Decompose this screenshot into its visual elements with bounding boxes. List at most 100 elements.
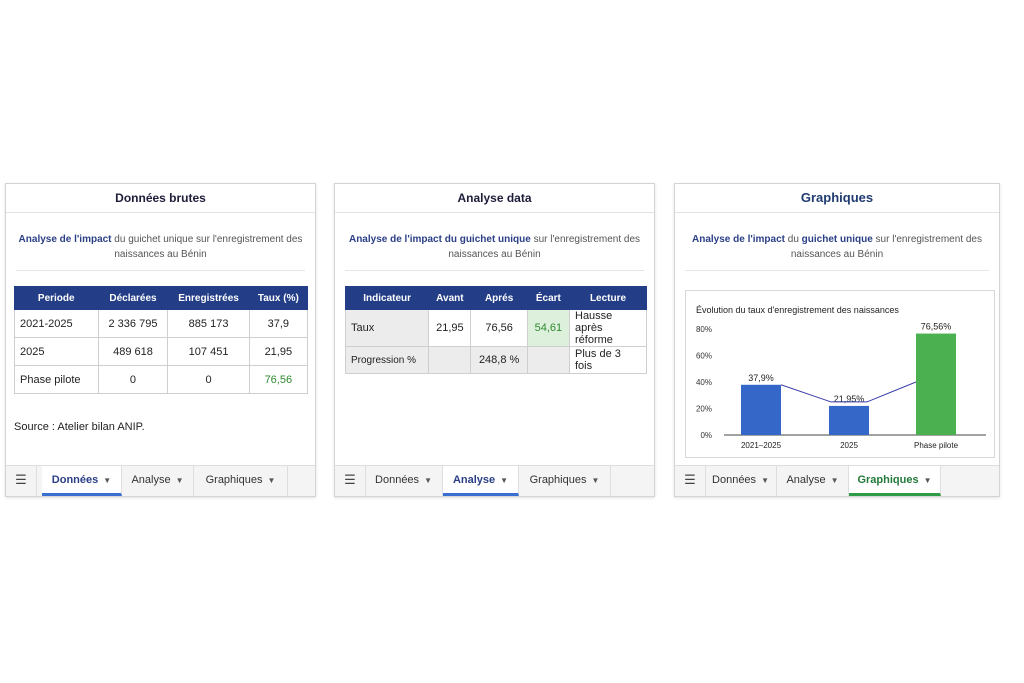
panel-title: Analyse data	[335, 184, 654, 213]
table-cell: 0	[97, 365, 169, 394]
table-cell: Phase pilote	[14, 365, 99, 394]
table-cell: 107 451	[167, 337, 250, 366]
table-cell: 0	[167, 365, 250, 394]
subtitle-text: sur l'enregistrement des naissances au B…	[448, 234, 641, 260]
table-cell: Plus de 3 fois	[569, 346, 647, 374]
table-row: Taux 21,95 76,56 54,61 Hausse après réfo…	[344, 309, 647, 347]
data-label: 21,95%	[834, 394, 865, 404]
tab-label: Analyse	[131, 474, 171, 486]
caret-down-icon: ▼	[830, 476, 839, 485]
caret-down-icon: ▼	[761, 476, 769, 485]
tab-graphiques[interactable]: Graphiques ▼	[849, 466, 941, 496]
tab-analyse[interactable]: Analyse ▼	[443, 466, 519, 496]
col-header: Lecture	[569, 286, 647, 310]
panel-donnees-brutes: Données brutes Analyse de l'impact du gu…	[5, 183, 316, 497]
y-tick-label: 40%	[696, 378, 712, 387]
table-cell: 248,8 %	[470, 346, 528, 374]
table-cell: 885 173	[167, 309, 250, 338]
subtitle-text: sur l'enregistrement des naissances au B…	[790, 234, 982, 260]
hamburger-icon[interactable]: ☰	[6, 466, 37, 496]
table-row: Phase pilote 0 0 76,56	[14, 365, 309, 394]
panel-analyse-data: Analyse data Analyse de l'impact du guic…	[334, 183, 655, 497]
table-cell: 76,56	[470, 309, 528, 347]
tab-label: Graphiques	[529, 474, 587, 486]
col-header: Taux (%)	[248, 286, 309, 310]
col-header: Periode	[14, 286, 99, 310]
data-label: 37,9%	[748, 373, 774, 383]
panel-graphiques: Graphiques Analyse de l'impact du guiche…	[674, 183, 1000, 497]
caret-down-icon: ▼	[500, 476, 509, 485]
panel-title: Graphiques	[675, 184, 999, 213]
panel-subtitle: Analyse de l'impact du guichet unique su…	[683, 232, 991, 262]
table-cell: 2 336 795	[97, 309, 169, 338]
tab-label: Données	[712, 474, 757, 486]
table-cell: 21,95	[428, 309, 472, 347]
y-tick-label: 60%	[696, 352, 712, 361]
tab-donnees[interactable]: Données ▼	[42, 466, 122, 496]
table-cell	[428, 346, 472, 374]
table-cell: 2021-2025	[14, 309, 99, 338]
col-header: Déclarées	[97, 286, 169, 310]
panel-title: Données brutes	[6, 184, 315, 213]
table-cell: Taux	[344, 309, 430, 347]
analysis-table: Indicateur Avant Aprés Écart Lecture Tau…	[344, 286, 647, 374]
col-header: Écart	[526, 286, 571, 310]
subtitle-highlight: Analyse de l'impact	[692, 234, 785, 245]
tab-graphiques[interactable]: Graphiques ▼	[194, 466, 288, 496]
table-cell-highlight: 54,61	[526, 309, 571, 347]
chart-svg: Évolution du taux d'enregistrement des n…	[696, 305, 986, 450]
caret-down-icon: ▼	[103, 476, 112, 485]
panel-subtitle: Analyse de l'impact du guichet unique su…	[343, 232, 646, 262]
table-cell: 37,9	[248, 309, 309, 338]
table-cell-highlight: 76,56	[248, 365, 309, 394]
bar	[741, 384, 781, 435]
caret-down-icon: ▼	[923, 476, 932, 485]
source-note: Source : Atelier bilan ANIP.	[14, 421, 145, 433]
bar-chart: Évolution du taux d'enregistrement des n…	[685, 290, 995, 458]
trend-line	[780, 381, 917, 403]
col-header: Enregistrées	[167, 286, 250, 310]
table-cell: Progression %	[344, 346, 430, 374]
tab-label: Graphiques	[857, 474, 919, 486]
table-row: Progression % 248,8 % Plus de 3 fois	[344, 346, 647, 374]
col-header: Avant	[428, 286, 472, 310]
tab-graphiques[interactable]: Graphiques ▼	[519, 466, 611, 496]
tab-label: Données	[375, 474, 420, 486]
chart-title: Évolution du taux d'enregistrement des n…	[696, 305, 899, 315]
bar	[829, 405, 869, 435]
divider	[16, 270, 305, 271]
subtitle-highlight: guichet unique	[801, 234, 873, 245]
y-tick-label: 0%	[700, 431, 712, 440]
y-tick-label: 20%	[696, 405, 712, 414]
data-label: 76,56%	[921, 322, 952, 332]
tab-analyse[interactable]: Analyse ▼	[122, 466, 194, 496]
subtitle-highlight: Analyse de l'impact du guichet unique	[348, 234, 531, 245]
table-cell: 489 618	[97, 337, 169, 366]
tab-analyse[interactable]: Analyse ▼	[777, 466, 849, 496]
subtitle-text: du guichet unique sur l'enregistrement d…	[111, 234, 303, 260]
tab-donnees[interactable]: Données ▼	[705, 466, 777, 496]
col-header: Indicateur	[344, 286, 430, 310]
hamburger-icon[interactable]: ☰	[675, 466, 706, 496]
table-row: 2021-2025 2 336 795 885 173 37,9	[14, 309, 309, 338]
tab-label: Analyse	[786, 474, 826, 486]
tab-label: Graphiques	[205, 474, 263, 486]
sheet-tab-bar: ☰ Données ▼ Analyse ▼ Graphiques ▼	[6, 465, 315, 496]
tab-donnees[interactable]: Données ▼	[365, 466, 443, 496]
caret-down-icon: ▼	[591, 476, 600, 485]
sheet-tab-bar: ☰ Données ▼ Analyse ▼ Graphiques ▼	[335, 465, 654, 496]
bar	[916, 333, 956, 435]
y-tick-label: 80%	[696, 325, 712, 334]
table-header-row: Indicateur Avant Aprés Écart Lecture	[344, 286, 647, 310]
caret-down-icon: ▼	[424, 476, 432, 485]
hamburger-icon[interactable]: ☰	[335, 466, 366, 496]
panel-subtitle: Analyse de l'impact du guichet unique su…	[14, 232, 307, 262]
sheet-tab-bar: ☰ Données ▼ Analyse ▼ Graphiques ▼	[675, 465, 999, 496]
tab-label: Analyse	[452, 474, 496, 486]
divider	[685, 270, 989, 271]
x-tick-label: Phase pilote	[914, 441, 959, 450]
subtitle-text: du	[784, 234, 802, 245]
table-cell: Hausse après réforme	[569, 309, 647, 347]
x-tick-label: 2025	[840, 441, 858, 450]
raw-data-table: Periode Déclarées Enregistrées Taux (%) …	[14, 286, 309, 394]
